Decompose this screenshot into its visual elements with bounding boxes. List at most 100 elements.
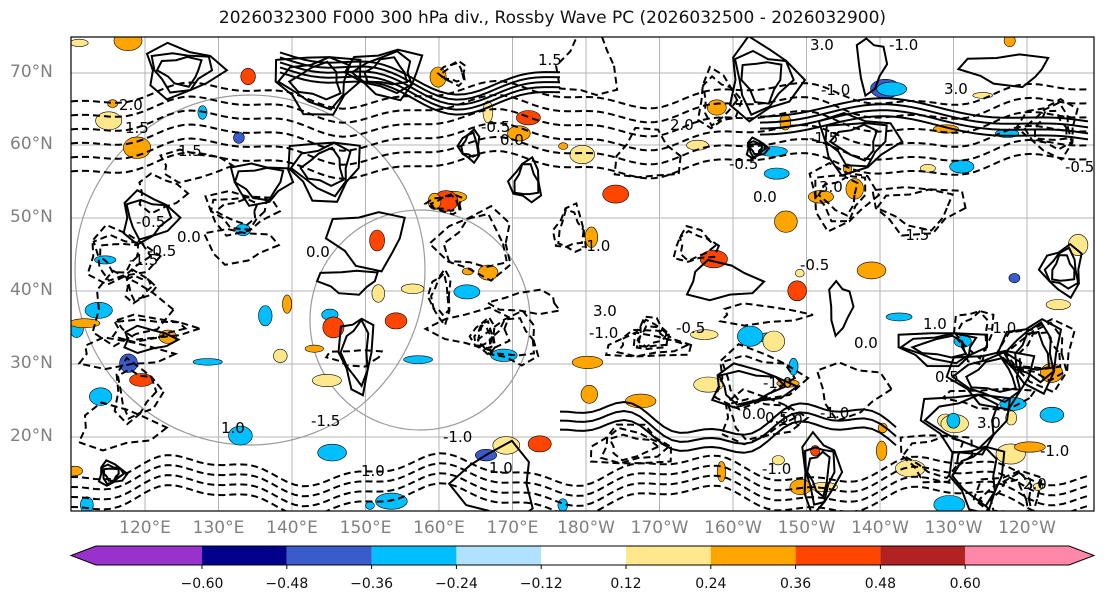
longitude-label: 130°E bbox=[192, 518, 245, 538]
negative-contour bbox=[423, 306, 511, 352]
positive-contour bbox=[456, 127, 481, 165]
shaded-cell bbox=[228, 425, 253, 446]
contour-value-label: -0.5 bbox=[800, 256, 829, 274]
positive-contour bbox=[274, 56, 362, 116]
shaded-cell bbox=[384, 312, 408, 330]
negative-contour bbox=[214, 197, 259, 227]
contour-value-label: 0.5 bbox=[935, 368, 959, 386]
negative-contour bbox=[428, 204, 512, 282]
shaded-cell bbox=[71, 465, 83, 476]
positive-contour bbox=[299, 146, 345, 188]
colorbar-segment bbox=[626, 546, 711, 565]
longitude-label: 160°W bbox=[704, 518, 762, 538]
positive-contour bbox=[740, 61, 783, 105]
positive-contour bbox=[279, 56, 561, 101]
positive-contour bbox=[122, 188, 182, 246]
negative-contour bbox=[1015, 97, 1079, 161]
shaded-cell bbox=[875, 440, 888, 461]
positive-contour bbox=[728, 37, 807, 123]
contour-value-label: -0.5 bbox=[481, 118, 510, 136]
shaded-cell bbox=[933, 495, 966, 511]
shaded-cell bbox=[774, 210, 798, 233]
negative-contour bbox=[111, 313, 203, 344]
contour-value-label: 1.5 bbox=[125, 119, 149, 137]
shaded-cell bbox=[365, 501, 375, 510]
negative-contour bbox=[124, 268, 158, 305]
longitude-label: 150°E bbox=[339, 518, 392, 538]
negative-contour bbox=[488, 317, 535, 357]
positive-contour bbox=[759, 103, 1089, 129]
negative-contour bbox=[202, 227, 281, 266]
latitude-label: 50°N bbox=[10, 207, 53, 227]
negative-contour bbox=[71, 149, 1088, 180]
positive-contour bbox=[513, 163, 540, 196]
positive-contour bbox=[1051, 254, 1076, 282]
contour-value-label: 0.0 bbox=[742, 405, 766, 423]
positive-contour bbox=[1043, 246, 1080, 290]
shaded-cell bbox=[71, 38, 89, 47]
contour-value-label: 0.0 bbox=[500, 131, 524, 149]
negative-contour bbox=[995, 317, 1076, 394]
contour-value-label: -1.0 bbox=[762, 460, 791, 478]
negative-contour bbox=[71, 93, 1088, 124]
positive-contour bbox=[1037, 242, 1083, 300]
shaded-cell bbox=[771, 455, 785, 466]
colorbar-tick-label: −0.60 bbox=[180, 576, 224, 592]
colorbar-extend-min bbox=[71, 546, 96, 565]
negative-contour bbox=[91, 269, 175, 348]
negative-contour bbox=[978, 471, 1033, 511]
negative-contour bbox=[159, 148, 236, 184]
shaded-cell bbox=[885, 312, 913, 322]
contour-value-label: 1.0 bbox=[923, 315, 947, 333]
shaded-cell bbox=[876, 81, 908, 97]
shaded-cell bbox=[400, 283, 425, 294]
negative-contour bbox=[115, 318, 188, 341]
negative-contour bbox=[815, 361, 893, 422]
negative-contour bbox=[71, 121, 1088, 152]
positive-contour bbox=[97, 459, 129, 487]
contour-value-label: -1.5 bbox=[311, 412, 340, 430]
rossby-wave-contours bbox=[71, 37, 1089, 511]
positive-contour bbox=[824, 121, 888, 168]
negative-contour bbox=[972, 469, 1044, 511]
shaded-cell bbox=[403, 355, 433, 364]
shaded-cell bbox=[1003, 37, 1016, 48]
positive-contour bbox=[745, 136, 771, 160]
contour-value-label: -0.5 bbox=[676, 319, 705, 337]
colorbar-tick-label: −0.48 bbox=[265, 576, 309, 592]
shaded-cell bbox=[84, 301, 113, 319]
negative-contour bbox=[696, 65, 743, 130]
contour-value-label: 0.0 bbox=[753, 188, 777, 206]
positive-contour bbox=[749, 143, 764, 156]
colorbar-segment bbox=[795, 546, 881, 565]
positive-contour bbox=[123, 324, 181, 355]
colorbar-tick-label: 0.60 bbox=[949, 576, 981, 592]
shaded-cell bbox=[856, 261, 887, 280]
negative-contour bbox=[720, 354, 797, 406]
contour-value-label: 1.0 bbox=[221, 419, 245, 437]
shaded-cell bbox=[949, 159, 975, 174]
contour-value-label: 3.0 bbox=[819, 178, 843, 196]
negative-contour bbox=[672, 224, 721, 263]
positive-contour bbox=[919, 393, 1012, 456]
contour-value-label: 2.0 bbox=[1023, 475, 1047, 493]
colorbar-segment bbox=[880, 546, 966, 565]
negative-contour bbox=[423, 192, 464, 216]
negative-contour bbox=[113, 356, 165, 426]
positive-contour bbox=[803, 446, 836, 506]
shaded-cell bbox=[716, 461, 727, 483]
latitude-label: 60°N bbox=[10, 134, 53, 154]
contour-value-label: 2.0 bbox=[119, 96, 143, 114]
positive-contour bbox=[102, 467, 120, 482]
positive-contour bbox=[951, 446, 998, 508]
shaded-cell bbox=[258, 305, 273, 327]
contour-value-label: -1.5 bbox=[900, 226, 929, 244]
shaded-cell bbox=[89, 387, 113, 406]
positive-contour bbox=[559, 400, 897, 436]
negative-contour bbox=[557, 208, 585, 248]
negative-contour bbox=[77, 336, 179, 371]
negative-contour bbox=[440, 61, 466, 83]
shaded-cell bbox=[762, 330, 785, 352]
contour-value-label: -1.0 bbox=[821, 81, 850, 99]
